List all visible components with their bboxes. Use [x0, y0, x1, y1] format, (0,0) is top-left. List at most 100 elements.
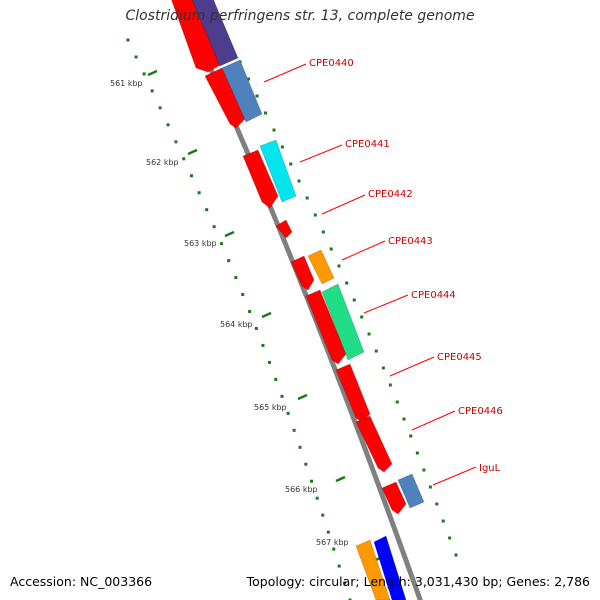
ruler-label: 567 kbp	[316, 538, 349, 547]
ring-dot	[189, 174, 193, 178]
accession-text: Accession: NC_003366	[10, 574, 153, 589]
ring-dot	[321, 513, 325, 517]
ruler-tick	[147, 69, 158, 77]
genome-title: Clostridium perfringens str. 13, complet…	[125, 8, 475, 24]
ring-dot	[267, 360, 271, 364]
ring-dot	[298, 445, 302, 449]
gene-label: CPE0443	[388, 236, 433, 247]
ring-dot	[205, 208, 209, 212]
ring-dot	[305, 196, 309, 200]
ring-dot	[174, 140, 178, 144]
gene-feature	[191, 0, 239, 67]
ring-dot	[332, 547, 336, 551]
gene-label-leader	[263, 63, 307, 83]
ring-dot	[374, 349, 378, 353]
gene-label: IguL	[479, 463, 501, 474]
ring-dot	[272, 128, 276, 132]
ring-dot	[227, 259, 231, 263]
gene-label-leader	[411, 410, 456, 431]
ring-dot	[304, 462, 308, 466]
ruler-label: 562 kbp	[146, 158, 179, 167]
ruler-label: 564 kbp	[220, 320, 253, 329]
ring-dot	[134, 55, 138, 59]
ring-dot	[345, 281, 349, 285]
gene-feature	[355, 539, 391, 600]
gene-label: CPE0445	[437, 352, 482, 363]
gene-label-leader	[363, 294, 409, 314]
ring-dot	[415, 451, 419, 455]
ring-dot	[261, 343, 265, 347]
gene-feature	[305, 289, 347, 365]
ring-dot	[280, 145, 284, 149]
gene-feature	[307, 249, 335, 285]
gene-feature	[204, 67, 247, 129]
gene-feature	[290, 255, 315, 291]
gene-feature	[275, 219, 293, 239]
gene-feature	[355, 415, 393, 473]
gene-feature	[373, 535, 407, 600]
gene-track	[171, 0, 425, 600]
ring-dot	[150, 89, 154, 93]
outer-tick-ring	[126, 38, 352, 600]
ring-dot	[264, 111, 268, 115]
gene-feature	[171, 0, 223, 73]
ring-dot	[326, 530, 330, 534]
ring-dot	[255, 94, 259, 98]
ring-dot	[402, 417, 406, 421]
ring-dot	[166, 123, 170, 127]
gene-label: CPE0442	[368, 189, 413, 200]
gene-label: CPE0444	[411, 290, 456, 301]
ring-dot	[182, 157, 186, 161]
ring-dot	[337, 564, 341, 568]
ring-dot	[142, 72, 146, 76]
ring-dot	[315, 496, 319, 500]
ring-dot	[388, 383, 392, 387]
ring-dot	[248, 310, 252, 314]
ring-dot	[158, 106, 162, 110]
gene-feature	[242, 149, 279, 209]
ring-dot	[280, 394, 284, 398]
ruler-label: 566 kbp	[285, 485, 318, 494]
ring-dot	[289, 162, 293, 166]
gene-label-leader	[341, 240, 386, 261]
ring-dot	[428, 485, 432, 489]
ring-dot	[313, 213, 317, 217]
summary-text: Topology: circular; Length: 3,031,430 bp…	[246, 574, 590, 589]
ring-dot	[292, 428, 296, 432]
ruler-label: 563 kbp	[184, 239, 217, 248]
ring-dot	[337, 264, 341, 268]
ring-dot	[310, 479, 314, 483]
ring-dot	[254, 326, 258, 330]
ring-dot	[360, 315, 364, 319]
gene-label: CPE0446	[458, 406, 503, 417]
gene-label: CPE0441	[345, 139, 390, 150]
ring-dot	[422, 468, 426, 472]
ring-dot	[219, 242, 223, 246]
ring-dot	[247, 77, 251, 81]
gene-feature	[221, 59, 263, 123]
ring-dot	[352, 298, 356, 302]
gene-feature	[381, 481, 407, 515]
ring-dot	[454, 553, 458, 557]
ruler-tick	[335, 475, 346, 483]
ring-dot	[234, 276, 238, 280]
ring-dot	[343, 581, 347, 585]
gene-label-leader	[299, 144, 343, 163]
ring-dot	[409, 434, 413, 438]
ring-dot	[297, 179, 301, 183]
gene-label: CPE0440	[309, 58, 354, 69]
gene-label-leader	[389, 356, 435, 377]
ruler-tick	[187, 148, 198, 156]
inner-tick-ring	[238, 60, 458, 557]
gene-label-leader	[432, 466, 477, 486]
ring-dot	[395, 400, 399, 404]
gene-label-layer: CPE0440 CPE0441 CPE0442 CPE0443 CPE0444 CPE04…	[263, 58, 503, 486]
ring-dot	[197, 191, 201, 195]
ring-dot	[367, 332, 371, 336]
ring-dot	[348, 598, 352, 600]
ring-dot	[448, 536, 452, 540]
ring-dot	[274, 377, 278, 381]
ring-dot	[286, 411, 290, 415]
gene-feature	[397, 473, 425, 509]
